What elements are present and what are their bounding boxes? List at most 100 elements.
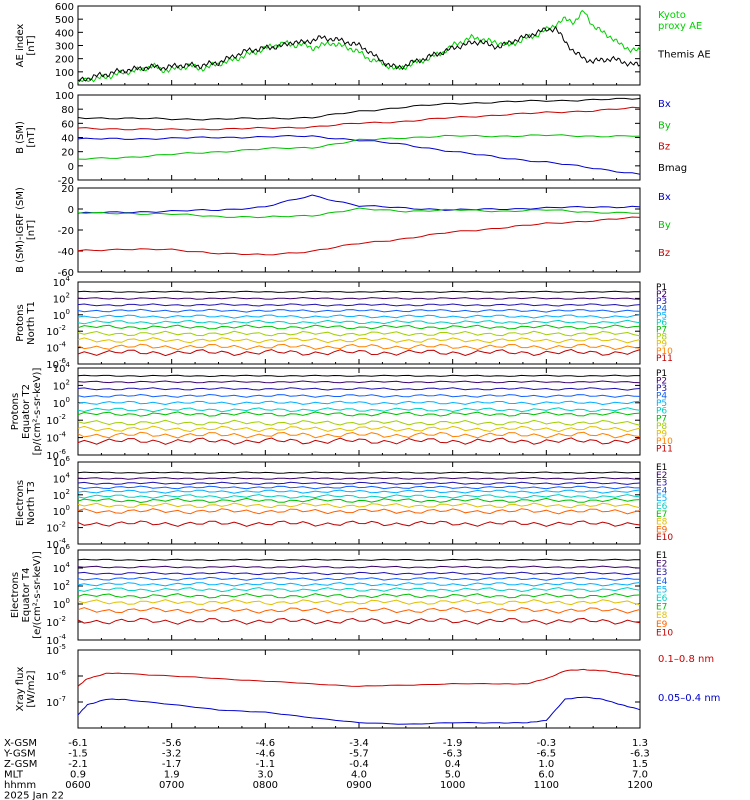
y-tick-label: 10-2	[46, 324, 66, 338]
y-tick-label: 40	[61, 134, 74, 145]
legend-label: P4	[656, 304, 667, 314]
y-tick-label: 10-2	[46, 521, 66, 535]
series-line	[77, 502, 641, 509]
series-line	[77, 374, 640, 378]
legend-label: P3	[656, 384, 667, 394]
legend-label: P1	[656, 283, 667, 293]
coord-row-value: 0.4	[445, 759, 461, 770]
y-tick-label: 10-4	[46, 341, 66, 355]
y-axis-label: Equator T2	[21, 384, 32, 439]
series-line	[77, 576, 641, 581]
y-axis-label: Protons	[10, 393, 21, 430]
coord-row-value: 0700	[159, 780, 184, 791]
legend-label: P2	[656, 290, 667, 300]
legend-label: P3	[656, 297, 667, 307]
series-line	[77, 571, 641, 576]
coord-row-label: X-GSM	[4, 738, 37, 749]
coord-row-value: 5.0	[445, 770, 461, 781]
series-line	[77, 494, 641, 499]
y-tick-label: 500	[55, 15, 74, 26]
y-tick-label: 0	[68, 81, 74, 92]
y-tick-label: 102	[53, 378, 70, 392]
coord-row-value: -1.5	[68, 749, 88, 760]
series-line	[77, 330, 641, 337]
y-tick-label: 100	[53, 504, 70, 518]
legend-label: P9	[656, 340, 667, 350]
y-axis-label: Xray flux	[15, 667, 26, 712]
panel-frame	[77, 94, 641, 181]
legend-label: E4	[656, 486, 668, 496]
legend-label: E5	[656, 585, 667, 595]
legend-label: P5	[656, 399, 667, 409]
legend-label: P6	[656, 407, 667, 417]
series-line	[77, 489, 641, 494]
series-line	[77, 106, 641, 131]
legend-label: 0.1–0.8 nm	[658, 654, 714, 665]
y-tick-label: 106	[53, 455, 71, 469]
series-line	[77, 207, 641, 219]
series-line	[77, 607, 641, 614]
coord-row-value: 7.0	[632, 770, 648, 781]
coord-row-value: -3.4	[349, 738, 369, 749]
legend-label: Bx	[658, 99, 671, 110]
series-line	[77, 134, 641, 175]
legend-label: E8	[656, 518, 668, 528]
legend-label: E7	[656, 603, 667, 613]
series-line	[77, 587, 641, 593]
legend-label: Themis AE	[657, 50, 711, 61]
coord-row-value: 1.9	[164, 770, 180, 781]
y-tick-label: 10-6	[46, 669, 66, 683]
legend-label: E8	[656, 611, 668, 621]
series-line	[77, 400, 641, 406]
series-line	[77, 216, 641, 256]
y-tick-label: 0	[68, 162, 74, 173]
legend-label: E1	[656, 551, 667, 561]
y-tick-label: -20	[58, 226, 74, 237]
series-line	[77, 134, 641, 160]
series-line	[77, 407, 641, 413]
y-tick-label: 10-5	[46, 643, 66, 657]
legend-label: proxy AE	[658, 21, 702, 32]
series-line	[77, 565, 641, 569]
y-axis-label: [nT]	[26, 35, 37, 55]
legend-label: P8	[656, 422, 667, 432]
coord-row-value: -6.5	[537, 749, 557, 760]
y-tick-label: 400	[55, 28, 74, 39]
coord-row-value: 1000	[440, 780, 465, 791]
legend-label: P11	[656, 444, 673, 454]
y-axis-label: [W/m2]	[26, 670, 37, 707]
y-tick-label: 100	[53, 308, 70, 322]
legend-label: Kyoto	[658, 10, 686, 21]
y-axis-label: [nT]	[26, 220, 37, 240]
legend-label: E2	[656, 560, 667, 570]
y-tick-label: 80	[61, 105, 74, 116]
series-line	[77, 348, 641, 357]
legend-label: E2	[656, 471, 667, 481]
legend-label: E3	[656, 479, 667, 489]
legend-label: Bmag	[658, 163, 687, 174]
legend-label: P4	[656, 392, 667, 402]
series-line	[77, 194, 641, 214]
series-line	[77, 387, 641, 391]
y-axis-label: Protons	[15, 304, 26, 341]
series-line	[77, 425, 641, 433]
y-tick-label: 10-4	[46, 431, 66, 445]
series-line	[77, 419, 641, 426]
legend-label: P1	[656, 369, 667, 379]
y-axis-label: AE index	[15, 24, 26, 68]
series-line	[77, 290, 640, 294]
coord-row-value: 3.0	[257, 770, 273, 781]
y-tick-label: 100	[55, 68, 74, 79]
y-axis-label: Electrons	[15, 480, 26, 526]
legend-label: By	[658, 220, 671, 231]
y-tick-label: 104	[53, 471, 71, 485]
date-label: 2025 Jan 22	[4, 791, 64, 800]
series-line	[77, 437, 641, 445]
y-tick-label: 104	[53, 361, 71, 375]
coord-row-value: -2.1	[68, 759, 88, 770]
y-axis-label: North T3	[26, 481, 37, 525]
series-line	[77, 696, 641, 725]
coord-row-label: Z-GSM	[4, 759, 37, 770]
legend-label: E4	[656, 577, 668, 587]
coord-row-label: MLT	[4, 770, 24, 781]
